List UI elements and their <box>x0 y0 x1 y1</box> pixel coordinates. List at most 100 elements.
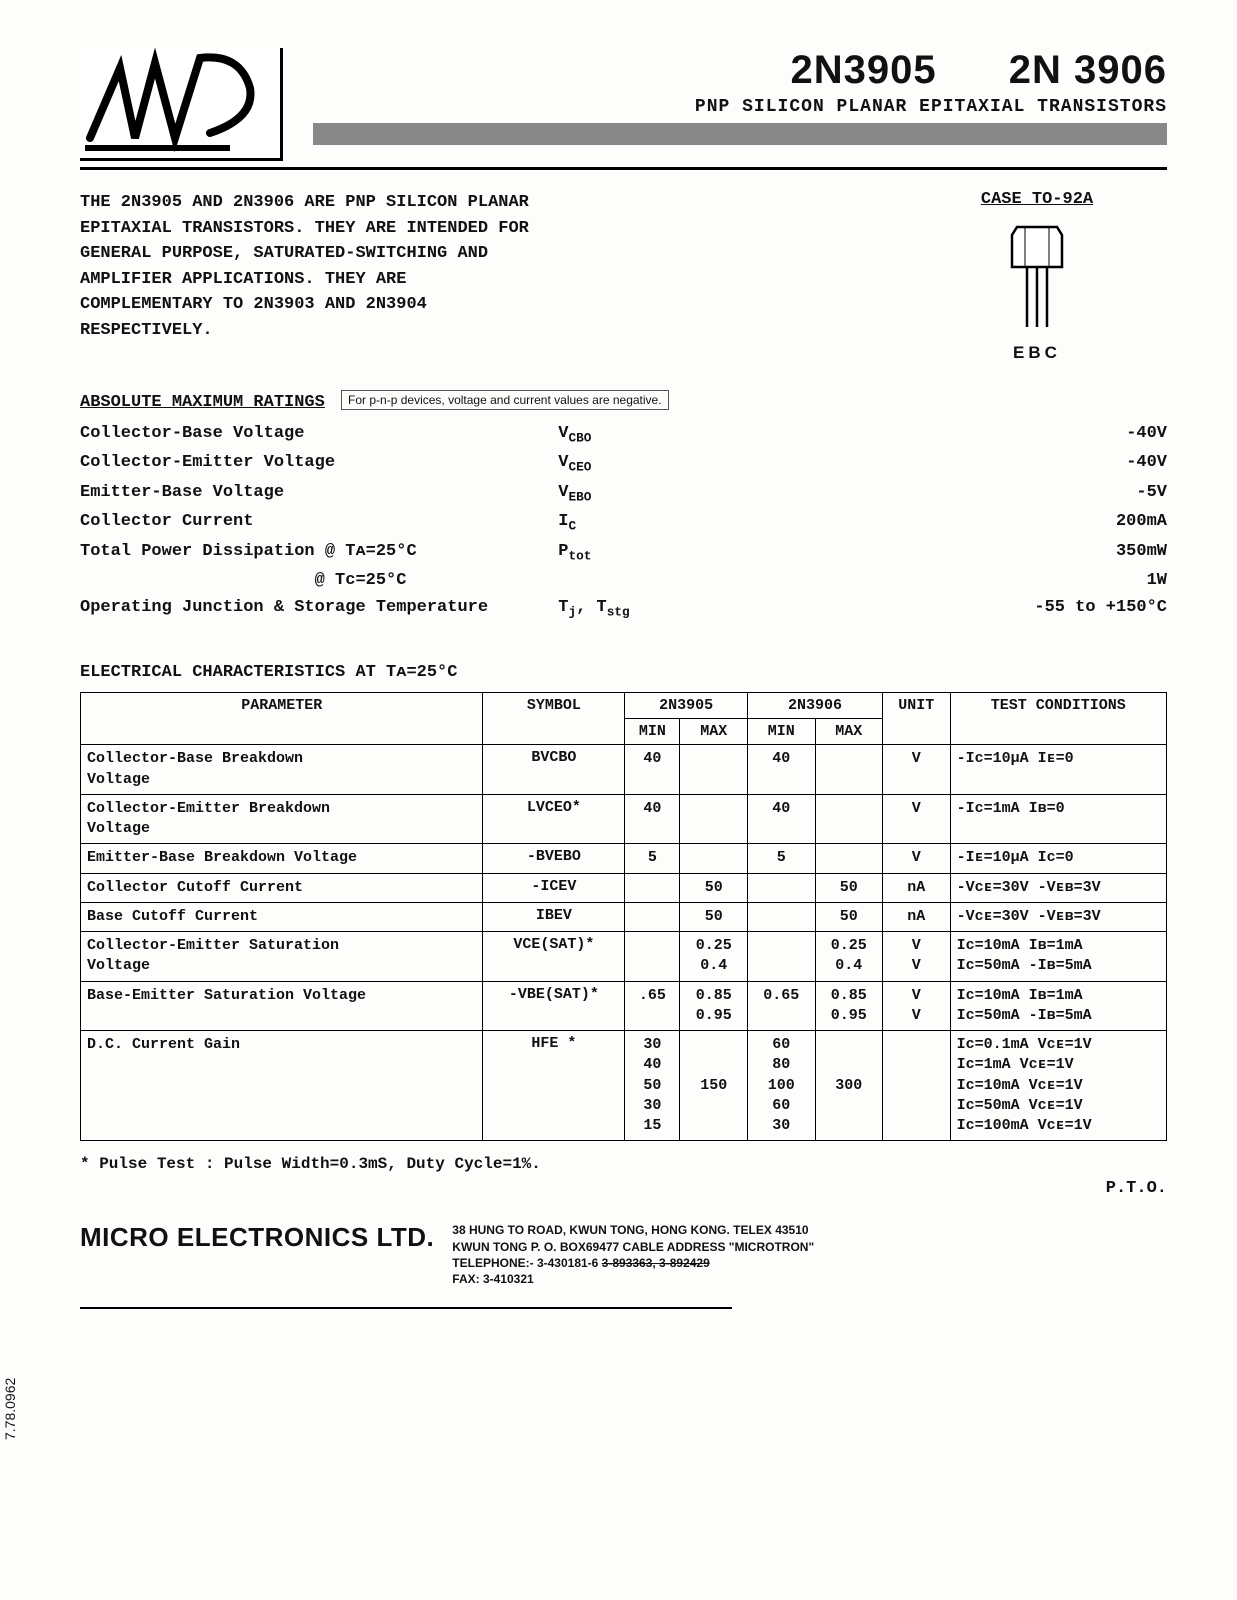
th-cond: TEST CONDITIONS <box>950 693 1166 745</box>
ec-cell-param: Base-Emitter Saturation Voltage <box>81 981 483 1031</box>
th-min1: MIN <box>625 719 680 745</box>
ec-cell-min2: 0.65 <box>747 981 815 1031</box>
ec-cell-max1: 50 <box>680 902 748 931</box>
addr-line-3: TELEPHONE:- 3-430181-6 3-893363, 3-89242… <box>452 1255 814 1271</box>
ec-cell-min2 <box>747 902 815 931</box>
ec-row: D.C. Current GainHFE *30 40 50 30 15 150… <box>81 1031 1167 1141</box>
ec-cell-sym: -VBE(SAT)* <box>483 981 625 1031</box>
ec-cell-cond: -Iᴄ=10µA Iᴇ=0 <box>950 745 1166 795</box>
ec-cell-min2: 60 80 100 60 30 <box>747 1031 815 1141</box>
ec-cell-min2 <box>747 873 815 902</box>
ec-row: Collector-Emitter Saturation VoltageVCE(… <box>81 932 1167 982</box>
ratings-section: ABSOLUTE MAXIMUM RATINGS For p-n-p devic… <box>80 393 1167 623</box>
part-numbers: 2N3905 2N 3906 <box>313 48 1167 93</box>
subtitle: PNP SILICON PLANAR EPITAXIAL TRANSISTORS <box>313 97 1167 117</box>
ec-cell-max2: 50 <box>815 873 883 902</box>
th-unit: UNIT <box>883 693 951 745</box>
pin-labels: EBC <box>907 343 1167 363</box>
footer-address: 38 HUNG TO ROAD, KWUN TONG, HONG KONG. T… <box>452 1222 814 1287</box>
ec-cell-max2: 0.85 0.95 <box>815 981 883 1031</box>
ec-cell-min2 <box>747 932 815 982</box>
case-title: CASE TO-92A <box>907 190 1167 209</box>
ec-cell-min2: 40 <box>747 794 815 844</box>
footer-company: MICRO ELECTRONICS LTD. <box>80 1222 434 1253</box>
ratings-table: Collector-Base VoltageVCBO-40VCollector-… <box>80 420 1167 623</box>
part-1: 2N3905 <box>791 48 937 92</box>
ec-cell-sym: IBEV <box>483 902 625 931</box>
footnote: * Pulse Test : Pulse Width=0.3mS, Duty C… <box>80 1155 1167 1173</box>
ec-cell-unit: nA <box>883 873 951 902</box>
to92-icon <box>997 217 1077 337</box>
ec-cell-max1: 0.25 0.4 <box>680 932 748 982</box>
ec-cell-unit: nA <box>883 902 951 931</box>
ec-row: Collector-Base Breakdown VoltageBVCBO404… <box>81 745 1167 795</box>
ec-cell-min1: 40 <box>625 794 680 844</box>
ec-row: Base Cutoff CurrentIBEV5050nA-Vᴄᴇ=30V -V… <box>81 902 1167 931</box>
ec-cell-param: Collector-Emitter Saturation Voltage <box>81 932 483 982</box>
ec-cell-unit: V <box>883 844 951 873</box>
ec-cell-unit: V <box>883 745 951 795</box>
part-2: 2N 3906 <box>1009 48 1167 92</box>
ratings-row: @ Tᴄ=25°C1W <box>80 567 1167 594</box>
ratings-row: Total Power Dissipation @ Tᴀ=25°CPtot350… <box>80 538 1167 567</box>
addr-line-1: 38 HUNG TO ROAD, KWUN TONG, HONG KONG. T… <box>452 1222 814 1238</box>
ec-cell-min1: .65 <box>625 981 680 1031</box>
ec-row: Base-Emitter Saturation Voltage-VBE(SAT)… <box>81 981 1167 1031</box>
ec-cell-sym: -BVEBO <box>483 844 625 873</box>
ec-cell-min1 <box>625 873 680 902</box>
ec-cell-sym: LVCEO* <box>483 794 625 844</box>
th-symbol: SYMBOL <box>483 693 625 745</box>
ec-cell-unit <box>883 1031 951 1141</box>
ratings-title: ABSOLUTE MAXIMUM RATINGS <box>80 393 325 412</box>
ec-row: Collector-Emitter Breakdown VoltageLVCEO… <box>81 794 1167 844</box>
ec-row: Emitter-Base Breakdown Voltage-BVEBO55V-… <box>81 844 1167 873</box>
ratings-row: Emitter-Base VoltageVEBO-5V <box>80 479 1167 508</box>
ec-cell-unit: V <box>883 794 951 844</box>
ec-cell-max1: 0.85 0.95 <box>680 981 748 1031</box>
ec-cell-cond: Iᴄ=10mA Iʙ=1mA Iᴄ=50mA -Iʙ=5mA <box>950 932 1166 982</box>
th-max1: MAX <box>680 719 748 745</box>
ec-cell-min1: 40 <box>625 745 680 795</box>
ratings-row: Collector CurrentIC200mA <box>80 508 1167 537</box>
ec-cell-cond: -Vᴄᴇ=30V -Vᴇʙ=3V <box>950 902 1166 931</box>
logo <box>80 48 283 161</box>
ec-cell-unit: V V <box>883 932 951 982</box>
ec-cell-min1 <box>625 932 680 982</box>
ec-cell-unit: V V <box>883 981 951 1031</box>
addr-line-4: FAX: 3-410321 <box>452 1271 814 1287</box>
footer: MICRO ELECTRONICS LTD. 38 HUNG TO ROAD, … <box>80 1222 1167 1287</box>
ec-cell-max2 <box>815 794 883 844</box>
bottom-rule <box>80 1307 732 1309</box>
ec-section: ELECTRICAL CHARACTERISTICS AT Tᴀ=25°C PA… <box>80 663 1167 1141</box>
ec-cell-cond: Iᴄ=0.1mA Vᴄᴇ=1V Iᴄ=1mA Vᴄᴇ=1V Iᴄ=10mA Vᴄ… <box>950 1031 1166 1141</box>
ec-cell-min1: 30 40 50 30 15 <box>625 1031 680 1141</box>
ec-cell-sym: VCE(SAT)* <box>483 932 625 982</box>
th-param: PARAMETER <box>81 693 483 745</box>
ec-title: ELECTRICAL CHARACTERISTICS AT Tᴀ=25°C <box>80 663 1167 682</box>
th-max2: MAX <box>815 719 883 745</box>
ratings-row: Operating Junction & Storage Temperature… <box>80 594 1167 623</box>
ec-cell-max2: 0.25 0.4 <box>815 932 883 982</box>
ec-cell-param: Collector-Base Breakdown Voltage <box>81 745 483 795</box>
ec-cell-max1 <box>680 745 748 795</box>
ec-cell-max1 <box>680 844 748 873</box>
ec-cell-max1 <box>680 794 748 844</box>
th-p2: 2N3906 <box>747 693 882 719</box>
ec-cell-max2 <box>815 745 883 795</box>
ec-cell-min2: 5 <box>747 844 815 873</box>
ec-cell-param: Emitter-Base Breakdown Voltage <box>81 844 483 873</box>
ec-cell-cond: -Iᴄ=1mA Iʙ=0 <box>950 794 1166 844</box>
ec-cell-sym: HFE * <box>483 1031 625 1141</box>
th-min2: MIN <box>747 719 815 745</box>
addr-3a: TELEPHONE:- 3-430181-6 <box>452 1256 601 1270</box>
ec-cell-max1: 50 <box>680 873 748 902</box>
ec-row: Collector Cutoff Current-ICEV5050nA-Vᴄᴇ=… <box>81 873 1167 902</box>
ratings-row: Collector-Emitter VoltageVCEO-40V <box>80 449 1167 478</box>
ec-cell-sym: -ICEV <box>483 873 625 902</box>
ec-cell-param: Collector-Emitter Breakdown Voltage <box>81 794 483 844</box>
ec-cell-param: Collector Cutoff Current <box>81 873 483 902</box>
pto: P.T.O. <box>80 1179 1167 1198</box>
intro-text: THE 2N3905 AND 2N3906 ARE PNP SILICON PL… <box>80 190 540 363</box>
ec-cell-cond: -Iᴇ=10µA Iᴄ=0 <box>950 844 1166 873</box>
ec-table: PARAMETER SYMBOL 2N3905 2N3906 UNIT TEST… <box>80 692 1167 1141</box>
